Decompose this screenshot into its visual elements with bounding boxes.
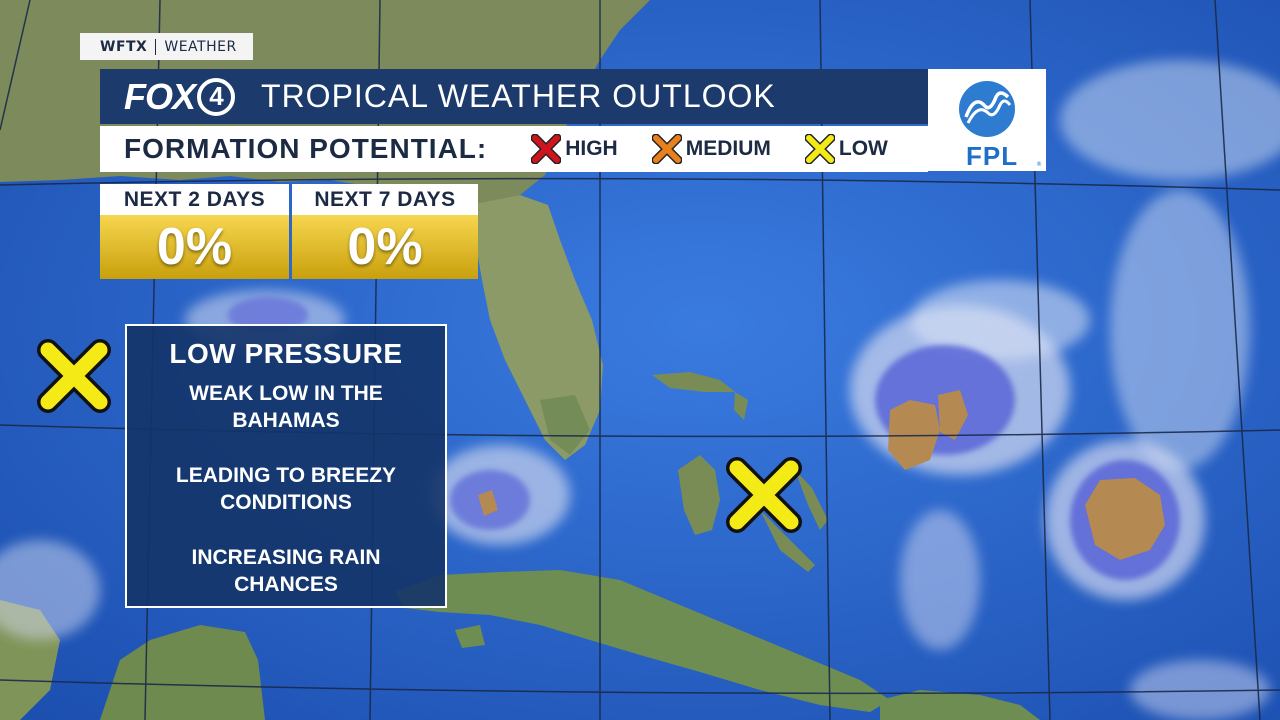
orange-x-icon	[651, 134, 682, 164]
cuba	[395, 570, 890, 712]
sponsor-name: FPL	[966, 141, 1019, 171]
fpl-sun-icon	[959, 81, 1015, 137]
bahamas-exuma	[760, 510, 815, 572]
legend-medium: MEDIUM	[651, 134, 771, 164]
formation-label: FORMATION POTENTIAL:	[124, 133, 488, 164]
next-2-days-label: NEXT 2 DAYS	[100, 184, 289, 215]
station-tag: WFTX WEATHER	[80, 33, 253, 60]
page-title: TROPICAL WEATHER OUTLOOK	[261, 78, 776, 114]
red-x-icon	[531, 134, 562, 164]
title-bar: FOX 4 TROPICAL WEATHER OUTLOOK	[100, 69, 928, 124]
system-info-box: LOW PRESSURE WEAK LOW IN THE BAHAMAS LEA…	[125, 324, 447, 608]
yellow-x-icon	[804, 134, 835, 164]
tag-divider	[155, 38, 157, 55]
system-line-2: LEADING TO BREEZY CONDITIONS	[175, 464, 397, 514]
next-2-days-value: 0%	[100, 215, 289, 279]
legend-medium-label: MEDIUM	[685, 137, 771, 160]
legend-low: LOW	[804, 134, 888, 164]
system-title: LOW PRESSURE	[169, 338, 403, 369]
formation-potential-bar: FORMATION POTENTIAL: HIGH MEDIUM LOW	[100, 126, 928, 172]
fox-logo-text: FOX	[124, 75, 196, 117]
fox-logo-number: 4	[197, 77, 236, 116]
system-line-3: INCREASING RAIN CHANCES	[191, 546, 381, 596]
legend-high-label: HIGH	[565, 137, 618, 160]
hispaniola	[880, 690, 1040, 720]
bahamas-grand	[652, 372, 735, 392]
yucatan	[100, 625, 265, 720]
everglades	[540, 395, 590, 455]
next-7-days-value: 0%	[292, 215, 478, 279]
system-line-1: WEAK LOW IN THE BAHAMAS	[189, 382, 383, 432]
legend-high: HIGH	[531, 134, 618, 164]
fox4-logo: FOX 4	[124, 75, 236, 118]
bahamas-andros	[678, 455, 720, 535]
formation-legend: HIGH MEDIUM LOW	[531, 134, 888, 164]
info-low-x-icon	[37, 339, 111, 413]
bahamas-eleuthera	[795, 470, 828, 530]
station-name: WFTX	[100, 38, 148, 55]
next-7-days-label: NEXT 7 DAYS	[292, 184, 478, 215]
fpl-sponsor-logo: FPL ®	[928, 69, 1046, 171]
storm-low-x-marker[interactable]	[725, 456, 803, 534]
isle-of-youth	[455, 625, 485, 648]
florida-peninsula	[470, 195, 603, 460]
legend-low-label: LOW	[838, 137, 888, 160]
section-name: WEATHER	[164, 38, 237, 55]
registered-mark: ®	[1036, 161, 1042, 168]
bahamas-abaco	[734, 392, 748, 420]
